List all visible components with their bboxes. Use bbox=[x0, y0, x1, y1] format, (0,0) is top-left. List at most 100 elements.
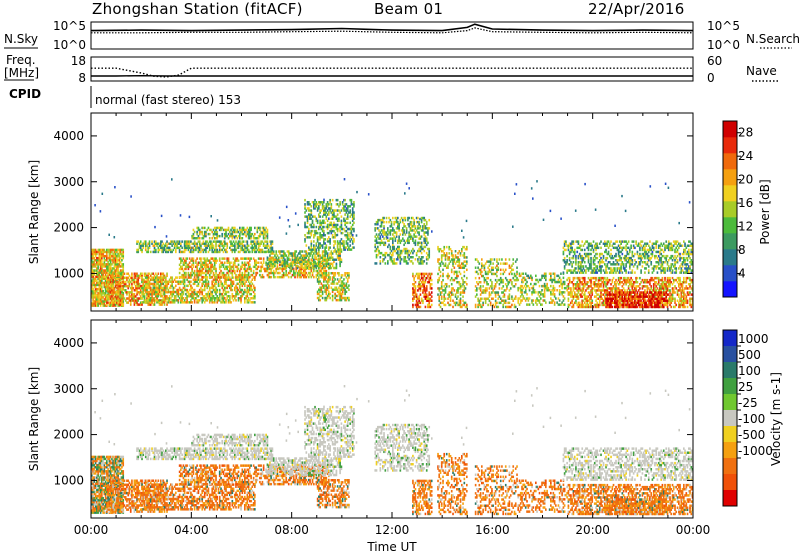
power-echo-cell bbox=[153, 289, 156, 292]
power-echo-cell bbox=[155, 284, 157, 288]
power-echo-cell bbox=[351, 223, 354, 227]
power-echo-cell bbox=[190, 301, 192, 304]
power-echo-cell bbox=[103, 298, 106, 301]
power-echo-cell bbox=[331, 198, 334, 202]
power-echo-cell bbox=[430, 272, 433, 276]
power-echo-cell bbox=[97, 273, 99, 276]
power-echo-cell bbox=[311, 264, 314, 268]
power-echo-cell bbox=[463, 270, 466, 274]
power-echo-cell bbox=[161, 288, 163, 292]
power-echo-cell bbox=[143, 274, 146, 278]
power-echo-cell bbox=[216, 237, 219, 240]
power-echo-cell bbox=[190, 292, 192, 296]
power-echo-cell bbox=[94, 254, 97, 258]
power-echo-cell bbox=[257, 246, 260, 250]
power-echo-cell bbox=[99, 256, 102, 260]
power-echo-cell bbox=[410, 260, 413, 263]
power-echo-cell bbox=[413, 249, 415, 253]
power-echo-cell bbox=[221, 292, 224, 296]
power-echo-cell bbox=[294, 260, 296, 264]
power-echo-cell bbox=[229, 230, 231, 234]
power-echo-cell bbox=[144, 240, 147, 243]
power-echo-cell bbox=[123, 297, 126, 300]
power-echo-cell bbox=[98, 259, 101, 262]
power-echo-cell bbox=[108, 297, 111, 300]
power-echo-cell bbox=[160, 278, 162, 282]
power-echo-cell bbox=[384, 262, 387, 265]
power-echo-cell bbox=[106, 252, 108, 256]
power-echo-cell bbox=[422, 256, 424, 259]
power-echo-cell bbox=[183, 288, 186, 292]
power-echo-cell bbox=[319, 254, 321, 257]
power-echo-cell bbox=[113, 265, 116, 268]
power-echo-cell bbox=[353, 201, 355, 204]
power-echo-cell bbox=[326, 252, 329, 255]
power-echo-cell bbox=[338, 219, 340, 223]
power-echo-cell bbox=[236, 269, 239, 273]
power-echo-cell bbox=[112, 301, 114, 304]
power-echo-cell bbox=[313, 275, 315, 279]
power-echo-cell bbox=[106, 256, 108, 260]
power-echo-cell bbox=[147, 286, 150, 290]
power-echo-cell bbox=[450, 291, 453, 294]
power-echo-cell bbox=[211, 292, 214, 296]
power-echo-cell bbox=[250, 286, 252, 290]
power-echo-cell bbox=[158, 276, 161, 279]
power-echo-cell bbox=[254, 286, 256, 290]
power-echo-cell bbox=[237, 292, 240, 296]
power-echo-cell bbox=[97, 271, 99, 274]
power-echo-cell bbox=[254, 232, 256, 236]
power-echo-cell bbox=[186, 295, 188, 298]
power-echo-cell bbox=[119, 287, 122, 291]
power-echo-cell bbox=[193, 292, 196, 296]
power-echo-cell bbox=[162, 297, 165, 300]
power-echo-cell bbox=[310, 223, 313, 227]
power-echo-cell bbox=[304, 198, 306, 202]
power-echo-cell bbox=[383, 220, 385, 224]
power-echo-cell bbox=[91, 283, 93, 287]
power-echo-cell bbox=[106, 281, 108, 285]
power-echo-cell bbox=[165, 297, 167, 300]
power-echo-cell bbox=[119, 295, 122, 298]
power-echo-cell bbox=[91, 267, 93, 270]
power-echo-cell bbox=[118, 248, 121, 252]
power-echo-cell bbox=[114, 259, 117, 262]
power-echo-cell bbox=[109, 286, 112, 290]
power-echo-cell bbox=[148, 303, 151, 306]
power-echo-cell bbox=[428, 227, 431, 230]
power-echo-cell bbox=[99, 304, 102, 307]
power-echo-cell bbox=[187, 271, 190, 275]
power-echo-cell bbox=[450, 283, 453, 286]
power-echo-cell bbox=[353, 246, 355, 249]
power-echo-cell bbox=[218, 267, 221, 271]
power-echo-cell bbox=[494, 278, 497, 282]
power-echo-cell bbox=[99, 250, 102, 254]
power-echo-cell bbox=[377, 245, 379, 249]
power-echo-cell bbox=[193, 280, 196, 283]
power-echo-cell bbox=[108, 295, 111, 298]
power-echo-cell bbox=[99, 294, 102, 297]
power-echo-cell bbox=[104, 296, 107, 299]
power-echo-cell bbox=[250, 269, 252, 273]
power-echo-cell bbox=[131, 295, 133, 298]
power-echo-cell bbox=[121, 269, 123, 272]
power-echo-cell bbox=[232, 280, 235, 283]
power-echo-cell bbox=[121, 287, 123, 291]
power-echo-cell bbox=[171, 280, 173, 283]
power-echo-cell bbox=[153, 282, 156, 286]
power-echo-cell bbox=[186, 290, 188, 294]
power-echo-cell bbox=[129, 291, 132, 294]
power-echo-cell bbox=[448, 258, 451, 261]
power-echo-cell bbox=[93, 277, 96, 280]
power-echo-cell bbox=[331, 217, 334, 220]
power-echo-cell bbox=[107, 267, 109, 270]
power-echo-cell bbox=[319, 298, 321, 302]
power-echo-cell bbox=[192, 257, 195, 260]
power-echo-cell bbox=[328, 254, 330, 257]
power-echo-cell bbox=[136, 274, 138, 278]
power-echo-cell bbox=[457, 252, 459, 255]
power-echo-cell bbox=[108, 267, 111, 270]
power-echo-cell bbox=[126, 297, 128, 300]
power-echo-cell bbox=[101, 250, 103, 254]
power-echo-cell bbox=[131, 284, 133, 288]
